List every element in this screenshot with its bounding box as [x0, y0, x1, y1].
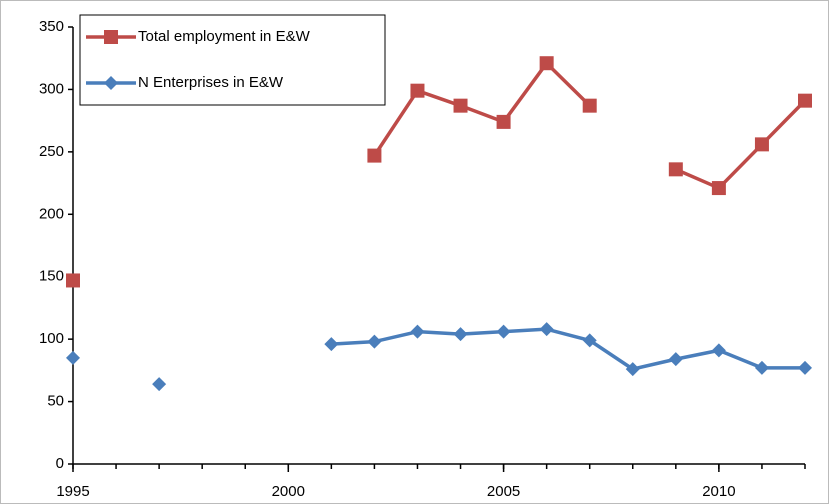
marker [453, 98, 468, 113]
marker [410, 83, 425, 98]
marker [711, 343, 726, 358]
marker [152, 377, 167, 392]
legend-box [79, 14, 386, 106]
marker [582, 98, 597, 113]
marker [668, 352, 683, 367]
marker [539, 322, 554, 337]
marker [582, 333, 597, 348]
x-tick-label: 1995 [56, 483, 89, 500]
y-tick-label: 50 [47, 393, 64, 410]
marker [66, 273, 80, 288]
series-line [331, 327, 805, 371]
y-tick-label: 300 [39, 80, 64, 97]
marker [496, 324, 511, 339]
y-tick-label: 150 [39, 268, 64, 285]
marker [754, 137, 769, 152]
marker [324, 337, 339, 352]
x-tick-label: 2010 [702, 483, 735, 500]
marker [104, 76, 118, 90]
y-tick-label: 250 [39, 143, 64, 160]
y-tick-label: 100 [39, 330, 64, 347]
x-tick-label: 2000 [272, 483, 305, 500]
marker [798, 360, 812, 375]
y-tick-label: 0 [56, 455, 64, 472]
marker [410, 324, 425, 339]
marker [496, 114, 511, 129]
marker [754, 360, 769, 375]
legend-label: Total employment in E&W [138, 28, 311, 45]
marker [668, 162, 683, 177]
x-tick-label: 2005 [487, 483, 520, 500]
marker [711, 181, 726, 196]
marker [367, 334, 382, 349]
marker [798, 93, 812, 108]
marker [367, 148, 382, 163]
legend-label: N Enterprises in E&W [138, 74, 284, 91]
y-tick-label: 350 [39, 18, 64, 35]
marker [104, 30, 118, 44]
marker [453, 327, 468, 342]
series-line [372, 61, 807, 190]
y-tick-label: 200 [39, 205, 64, 222]
marker [539, 56, 554, 71]
marker [625, 362, 640, 377]
marker [66, 350, 80, 365]
